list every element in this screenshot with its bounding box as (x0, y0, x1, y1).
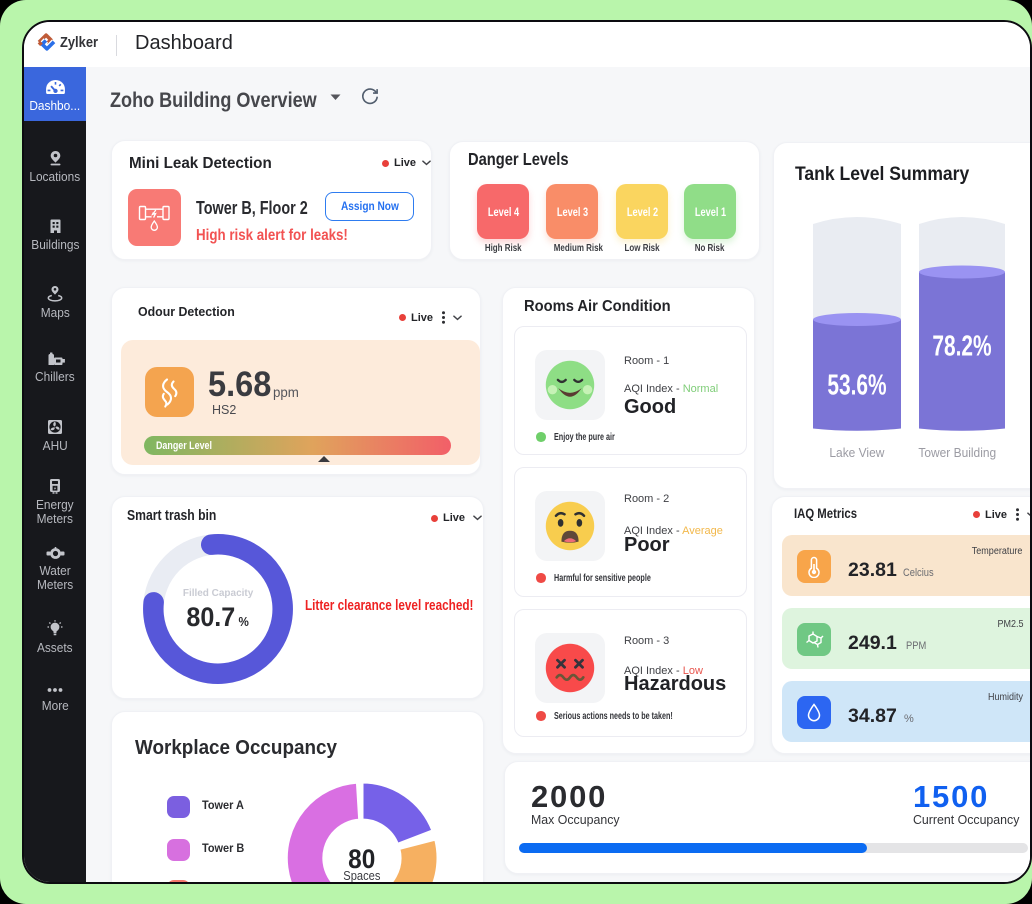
svg-text:78.2%: 78.2% (932, 330, 991, 362)
svg-text:53.6%: 53.6% (827, 369, 886, 401)
